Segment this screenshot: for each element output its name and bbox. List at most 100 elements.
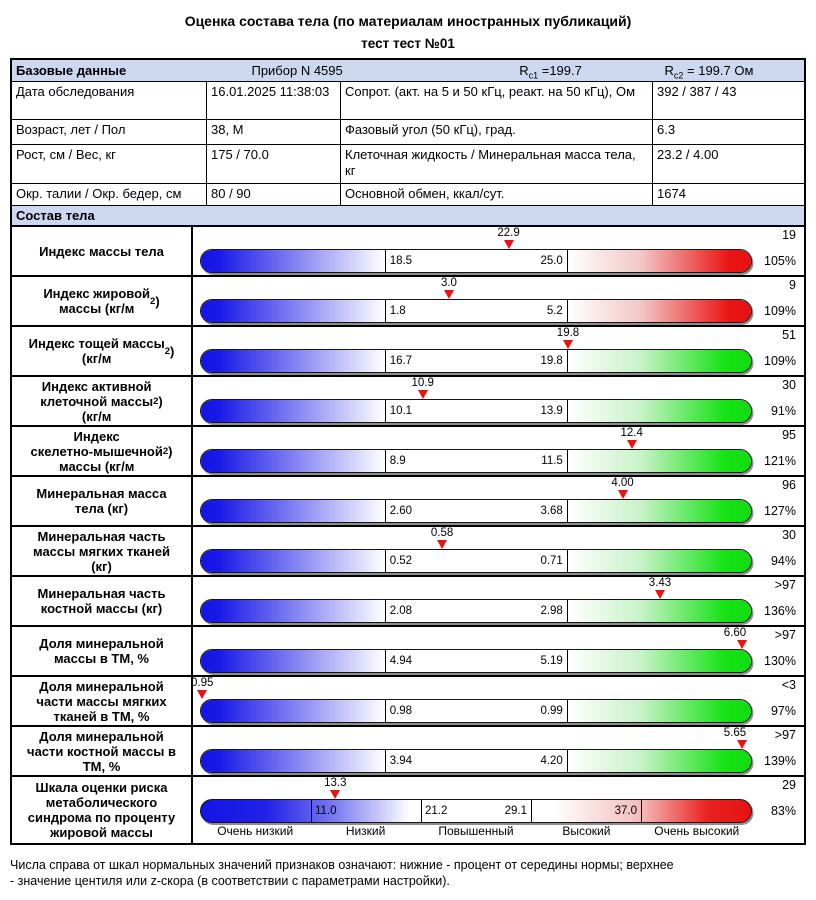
scale-label: Минеральная часть массы мягких тканей (к… (12, 527, 193, 575)
info-value-cell: 1674 (653, 184, 804, 206)
report-frame: Базовые данные Прибор N 4595 Rc1 =199.7 … (10, 58, 806, 845)
low-zone (201, 500, 385, 522)
centile-value: 30 (782, 528, 796, 542)
scale-area: 4.00 96 2.60 3.68 127% (193, 477, 804, 525)
high-zone (567, 600, 751, 622)
scale-label: Индекс тощей массы (кг/м 2) (12, 327, 193, 375)
centile-value: >97 (774, 578, 796, 592)
centile-value: <3 (781, 678, 796, 692)
risk-zone-label: Высокий (562, 824, 611, 838)
risk-zone-labels: Очень низкий Низкий Повышенный Высокий Очень… (200, 824, 752, 838)
info-param-cell: Возраст, лет / Пол (12, 120, 207, 145)
marker-arrow (443, 290, 454, 299)
centile-value: 19 (782, 228, 796, 242)
scale-row: Минеральная часть костной массы (кг) 3.43… (12, 575, 804, 625)
scale-track: 3.94 4.20 (200, 749, 752, 773)
footnote-line: - значение центиля или z-скора (в соотве… (10, 874, 450, 888)
rc1-subscript: c1 (528, 70, 539, 81)
info-param-cell: Дата обследования (12, 82, 207, 120)
risk-zone-label: Очень высокий (654, 824, 740, 838)
centile-value: >97 (774, 628, 796, 642)
info-value-cell: 80 / 90 (207, 184, 341, 206)
info-value-cell: 38, М (207, 120, 341, 145)
low-zone (201, 300, 385, 322)
norm-high-value: 13.9 (540, 405, 563, 417)
scale-area: 12.4 95 8.9 11.5 121% (193, 427, 804, 475)
centile-value: 51 (782, 328, 796, 342)
scale-track: 2.08 2.98 (200, 599, 752, 623)
high-zone (567, 350, 751, 372)
marker-arrow (503, 240, 514, 249)
high-zone (567, 700, 751, 722)
zone-divider (421, 800, 422, 822)
marker-value: 12.4 (620, 427, 643, 439)
footnote-line: Числа справа от шкал нормальных значений… (10, 858, 674, 872)
scale-track: 0.52 0.71 (200, 549, 752, 573)
high-zone (567, 550, 751, 572)
low-zone (201, 750, 385, 772)
norm-high-value: 11.5 (541, 455, 563, 467)
normal-zone: 4.94 5.19 (384, 650, 568, 672)
low-zone (201, 450, 385, 472)
norm-low-value: 10.1 (389, 405, 413, 417)
percent-of-norm-value: 127% (764, 504, 796, 518)
scale-row: Доля минеральной массы в ТМ, % 6.60 >97 4.9… (12, 625, 804, 675)
scale-track: 16.7 19.8 (200, 349, 752, 373)
marker-value: 0.58 (430, 527, 454, 539)
high-zone (567, 650, 751, 672)
info-param-cell: Сопрот. (акт. на 5 и 50 кГц, реакт. на 5… (341, 82, 653, 120)
percent-of-norm-value: 130% (764, 654, 796, 668)
normal-zone: 2.60 3.68 (384, 500, 568, 522)
basic-data-label: Базовые данные (16, 63, 127, 78)
norm-high-value: 5.19 (540, 655, 563, 667)
info-value-cell: 6.3 (653, 120, 804, 145)
marker-value: 22.9 (497, 227, 520, 239)
marker-arrow (737, 740, 747, 749)
centile-value: 9 (789, 278, 796, 292)
scale-track: 8.9 11.5 (200, 449, 752, 473)
percent-of-norm-value: 136% (764, 604, 796, 618)
scale-row: Минеральная часть массы мягких тканей (к… (12, 525, 804, 575)
marker-value: 6.60 (723, 627, 747, 639)
rc1-prefix: R (519, 63, 529, 78)
scale-area: 5.65 >97 3.94 4.20 139% (193, 727, 804, 775)
rc2-prefix: R (664, 63, 674, 78)
device-number: Прибор N 4595 (251, 63, 343, 78)
percent-of-norm-value: 91% (770, 404, 796, 418)
basic-data-table: Дата обследования 16.01.2025 11:38:03 Сопр… (12, 82, 804, 206)
normal-zone: 0.98 0.99 (384, 700, 568, 722)
norm-low-value: 0.52 (389, 555, 413, 567)
zone-divider (641, 800, 642, 822)
percent-of-norm-value: 109% (764, 304, 796, 318)
marker-value: 13.3 (324, 777, 347, 789)
norm-low-value: 2.08 (389, 605, 413, 617)
report-title: Оценка состава тела (по материалам иност… (184, 13, 632, 29)
marker-arrow (417, 390, 428, 399)
norm-low-value: 8.9 (389, 455, 406, 467)
percent-of-norm-value: 105% (764, 254, 796, 268)
info-value-cell: 392 / 387 / 43 (653, 82, 804, 120)
scale-row: Индекс активной клеточной массы (кг/м 2) 1… (12, 375, 804, 425)
centile-value: 29 (782, 778, 796, 792)
scale-label: Шкала оценки риска метаболического синдр… (12, 777, 193, 843)
norm-high-value: 5.2 (546, 305, 563, 317)
scale-label: Индекс скелетно-мышечной массы (кг/м 2) (12, 427, 193, 475)
zone-divider (531, 800, 532, 822)
percent-of-norm-value: 94% (770, 554, 796, 568)
normal-zone: 3.94 4.20 (384, 750, 568, 772)
info-param-cell: Основной обмен, ккал/сут. (341, 184, 653, 206)
superscript-2: 2 (153, 395, 159, 407)
scale-label: Индекс жировой массы (кг/м 2) (12, 277, 193, 325)
high-zone (567, 750, 751, 772)
norm-low-value: 3.94 (389, 755, 413, 767)
low-zone (201, 400, 385, 422)
percent-of-norm-value: 109% (764, 354, 796, 368)
scale-track: 2.60 3.68 (200, 499, 752, 523)
scale-area: 6.60 >97 4.94 5.19 130% (193, 627, 804, 675)
scale-area: 0.58 30 0.52 0.71 94% (193, 527, 804, 575)
patient-name: тест тест №01 (361, 36, 455, 51)
marker-arrow (617, 490, 628, 499)
risk-zone-label: Повышенный (438, 824, 514, 838)
threshold-value: 21.2 (425, 805, 448, 817)
